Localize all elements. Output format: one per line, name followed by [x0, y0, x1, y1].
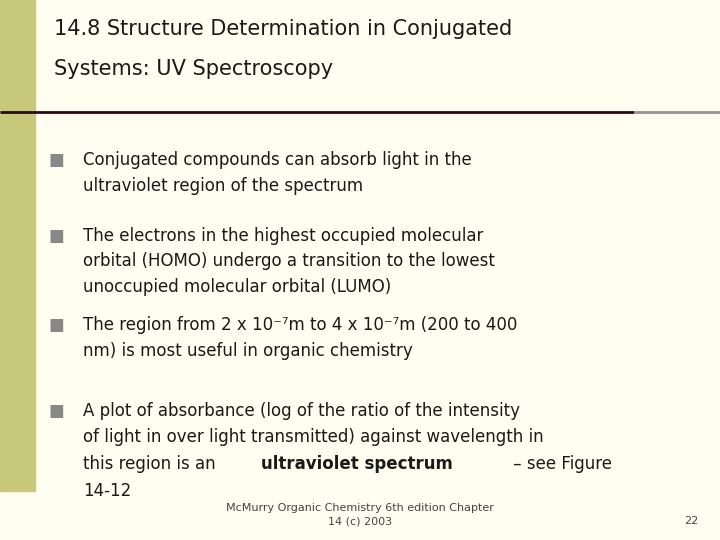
Text: ■: ■: [49, 316, 65, 334]
Text: Conjugated compounds can absorb light in the
ultraviolet region of the spectrum: Conjugated compounds can absorb light in…: [83, 151, 472, 195]
Text: this region is an: this region is an: [83, 455, 220, 473]
Text: 14-12: 14-12: [83, 482, 131, 500]
Text: 22: 22: [684, 516, 698, 526]
Text: 14.8 Structure Determination in Conjugated: 14.8 Structure Determination in Conjugat…: [54, 19, 512, 39]
Text: ■: ■: [49, 402, 65, 420]
Text: ultraviolet spectrum: ultraviolet spectrum: [261, 455, 453, 473]
Text: The electrons in the highest occupied molecular
orbital (HOMO) undergo a transit: The electrons in the highest occupied mo…: [83, 227, 495, 296]
Text: ■: ■: [49, 227, 65, 245]
Text: McMurry Organic Chemistry 6th edition Chapter
14 (c) 2003: McMurry Organic Chemistry 6th edition Ch…: [226, 503, 494, 526]
Text: The region from 2 x 10⁻⁷m to 4 x 10⁻⁷m (200 to 400
nm) is most useful in organic: The region from 2 x 10⁻⁷m to 4 x 10⁻⁷m (…: [83, 316, 517, 360]
Text: A plot of absorbance (log of the ratio of the intensity
of light in over light t: A plot of absorbance (log of the ratio o…: [83, 402, 544, 446]
Text: Systems: UV Spectroscopy: Systems: UV Spectroscopy: [54, 59, 333, 79]
Text: ■: ■: [49, 151, 65, 169]
Text: – see Figure: – see Figure: [508, 455, 612, 473]
Bar: [0, 0, 35, 491]
